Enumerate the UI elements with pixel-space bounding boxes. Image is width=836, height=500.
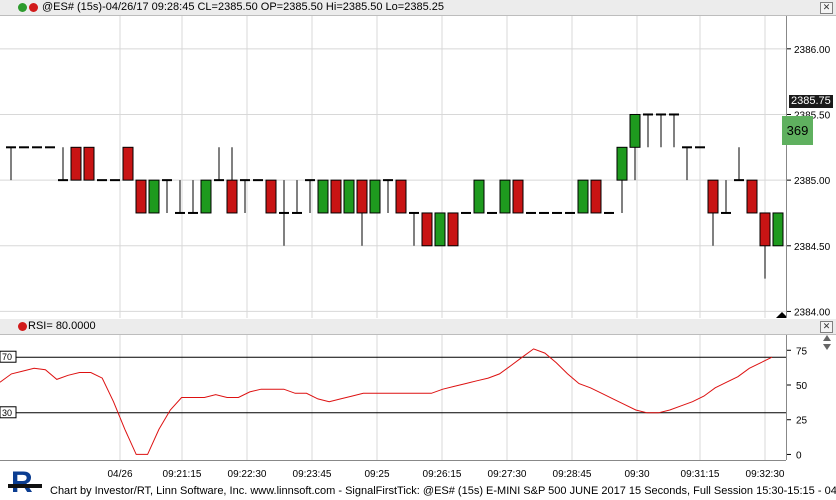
volume-badge: 369 <box>782 116 813 145</box>
investor-rt-logo-icon: R <box>8 466 42 498</box>
rsi-close-icon[interactable]: ✕ <box>820 321 833 333</box>
price-scale[interactable]: 2386.00 2385.50 2385.00 2384.50 2384.00 <box>787 16 836 318</box>
rsi-level-box-70 <box>0 350 17 363</box>
time-axis-label-4: 09:25 <box>364 469 390 480</box>
candle-body-44 <box>577 179 589 214</box>
time-axis-label-8: 09:30 <box>624 469 650 480</box>
price-panel-title: @ES# (15s)-04/26/17 09:28:45 CL=2385.50 … <box>42 1 444 13</box>
price-tick-label-0: 2386.00 <box>794 45 831 56</box>
candle-body-33 <box>434 212 446 247</box>
time-axis[interactable] <box>0 460 786 482</box>
rsi-tick-label-3: 0 <box>796 450 802 460</box>
candle-body-24 <box>317 179 329 214</box>
rsi-scale[interactable]: 75 50 25 0 <box>787 335 836 461</box>
price-chart-svg <box>0 16 835 318</box>
time-axis-label-2: 09:22:30 <box>227 469 267 480</box>
candle-body-58 <box>759 212 771 247</box>
rsi-panel-titlebar: RSI= 80.0000 ✕ <box>0 319 836 335</box>
svg-text:R: R <box>11 466 33 498</box>
time-axis-label-6: 09:27:30 <box>487 469 527 480</box>
price-tick-label-4: 2384.00 <box>794 307 831 318</box>
rsi-tick-label-0: 75 <box>796 346 808 357</box>
rsi-level-label-30: 30 <box>2 408 12 418</box>
rsi-scroll-down-icon <box>823 344 831 350</box>
rsi-panel-title: RSI= 80.0000 <box>28 320 96 332</box>
close-icon[interactable]: ✕ <box>820 2 833 14</box>
footer-text: Chart by Investor/RT, Linn Software, Inc… <box>50 485 836 497</box>
rsi-scale-svg: 75 50 25 0 <box>787 335 831 461</box>
rsi-level-box-30 <box>0 406 17 419</box>
time-axis-label-3: 09:23:45 <box>292 469 332 480</box>
candle-body-20 <box>265 179 277 214</box>
candle-body-57 <box>746 179 758 214</box>
time-axis-label-7: 09:28:45 <box>552 469 592 480</box>
last-price-tag: 2385.75 <box>789 95 833 108</box>
candle-body-48 <box>629 113 641 148</box>
candle-body-26 <box>343 179 355 214</box>
footer: R Chart by Investor/RT, Linn Software, I… <box>0 466 836 499</box>
candle-body-9 <box>122 146 134 181</box>
candle-body-30 <box>395 179 407 214</box>
rsi-tick-label-1: 50 <box>796 381 808 392</box>
rsi-chart-area[interactable]: 70 30 <box>0 335 787 460</box>
candle-body-15 <box>200 179 212 214</box>
time-axis-label-10: 09:32:30 <box>745 469 785 480</box>
price-scroll-arrow-icon <box>776 312 788 318</box>
rsi-scroll-up-icon <box>823 335 831 341</box>
rsi-level-label-70: 70 <box>2 352 12 362</box>
red-status-dot-icon[interactable] <box>29 3 38 12</box>
candle-body-34 <box>447 212 459 247</box>
price-panel-titlebar: @ES# (15s)-04/26/17 09:28:45 CL=2385.50 … <box>0 0 836 16</box>
rsi-chart-svg: 70 30 <box>0 335 786 460</box>
time-axis-label-0: 04/26 <box>107 469 133 480</box>
candle-body-25 <box>330 179 342 214</box>
price-chart-area[interactable] <box>0 16 835 318</box>
price-scale-svg: 2386.00 2385.50 2385.00 2384.50 2384.00 <box>787 45 831 318</box>
rsi-status-dot-icon[interactable] <box>18 322 27 331</box>
green-status-dot-icon[interactable] <box>18 3 27 12</box>
time-axis-label-9: 09:31:15 <box>680 469 720 480</box>
time-axis-label-5: 09:26:15 <box>422 469 462 480</box>
candle-body-45 <box>590 179 602 214</box>
rsi-tick-label-2: 25 <box>796 416 808 427</box>
price-tick-label-2: 2385.00 <box>794 176 831 187</box>
candle-body-10 <box>135 179 147 214</box>
price-tick-label-3: 2384.50 <box>794 242 831 253</box>
candle-body-11 <box>148 179 160 214</box>
candle-body-28 <box>369 179 381 214</box>
candle-body-5 <box>70 146 82 181</box>
time-axis-label-1: 09:21:15 <box>162 469 202 480</box>
candle-body-47 <box>616 146 628 181</box>
candle-body-38 <box>499 179 511 214</box>
rsi-line <box>0 348 773 455</box>
candle-body-36 <box>473 179 485 214</box>
candle-body-32 <box>421 212 433 247</box>
candle-body-6 <box>83 146 95 181</box>
candle-body-39 <box>512 179 524 214</box>
candle-body-17 <box>226 179 238 214</box>
candle-body-27 <box>356 179 368 214</box>
candle-body-54 <box>707 179 719 214</box>
price-tick-label-1: 2385.50 <box>794 110 831 121</box>
candle-body-59 <box>772 212 784 247</box>
